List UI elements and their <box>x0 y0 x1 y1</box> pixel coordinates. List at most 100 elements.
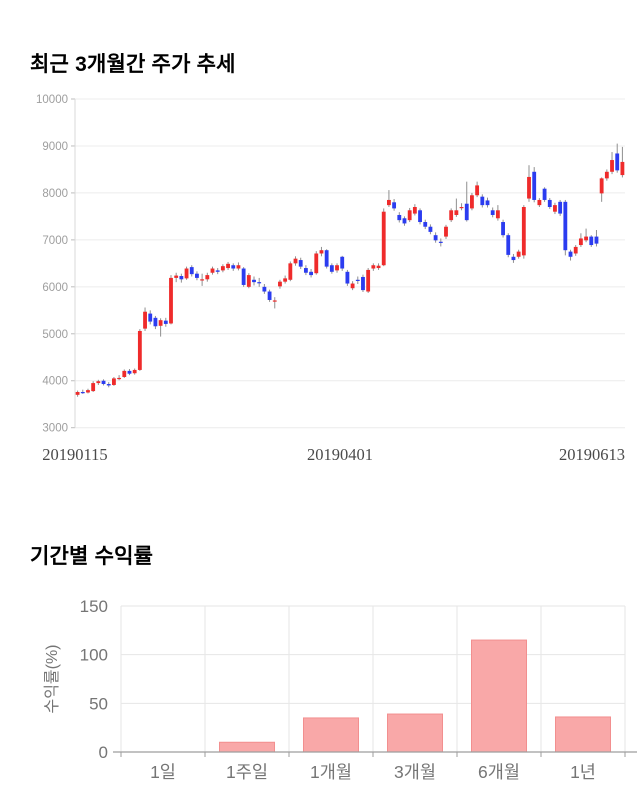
candle-body <box>506 235 511 255</box>
y-tick-label: 4000 <box>42 376 68 388</box>
candle-body <box>553 205 557 212</box>
candle <box>111 376 116 386</box>
candle-body <box>169 277 173 324</box>
candle-body <box>573 246 578 254</box>
x-category-label: 6개월 <box>478 762 520 782</box>
candle <box>475 181 480 198</box>
candle <box>594 230 599 247</box>
candle <box>132 368 137 375</box>
candle-body <box>532 171 537 200</box>
candle-body <box>620 161 625 176</box>
candle <box>547 198 552 209</box>
candle-body <box>215 270 220 272</box>
return-bar <box>555 716 611 753</box>
candle-body <box>428 226 433 232</box>
candle-body <box>246 275 251 287</box>
candle <box>345 269 350 286</box>
candle <box>423 219 428 230</box>
candle <box>91 381 96 393</box>
candle <box>444 224 448 239</box>
candle <box>480 194 485 208</box>
candle <box>335 263 339 273</box>
candle <box>558 199 563 216</box>
y-axis-title: 수익률(%) <box>43 644 61 713</box>
candle-body <box>547 199 552 208</box>
candle-body <box>205 275 210 280</box>
candle-body <box>475 185 480 196</box>
candle <box>215 268 220 275</box>
candle <box>96 379 101 385</box>
candle <box>371 263 376 271</box>
candle-body <box>568 251 573 257</box>
candle <box>200 273 205 286</box>
candle-body <box>174 275 179 278</box>
y-tick-label: 100 <box>80 646 108 665</box>
candle <box>589 235 594 247</box>
candle <box>355 276 360 285</box>
candle <box>412 204 417 216</box>
candle-body <box>376 265 381 269</box>
x-category-label: 3개월 <box>394 762 436 782</box>
candle <box>340 255 345 271</box>
candle <box>553 202 557 215</box>
candle <box>527 165 531 202</box>
x-tick-label: 20190115 <box>42 445 107 464</box>
candle-body <box>599 178 604 194</box>
candle-body <box>381 211 386 266</box>
candle <box>174 272 179 283</box>
y-tick-label: 0 <box>99 743 108 762</box>
candle <box>537 198 542 208</box>
candle <box>137 329 142 371</box>
candle-body <box>485 200 490 206</box>
candle <box>485 197 490 208</box>
candle <box>303 265 308 276</box>
candle-body <box>278 281 282 287</box>
candle-body <box>423 222 428 227</box>
candle <box>532 167 537 203</box>
y-tick-label: 3000 <box>42 423 68 435</box>
candle-body <box>298 260 303 267</box>
candle-body <box>210 268 215 273</box>
candle-body <box>335 265 339 271</box>
candle-body <box>594 236 599 244</box>
candle <box>620 146 625 178</box>
candle-body <box>236 265 241 269</box>
candle-body <box>501 222 505 236</box>
candle <box>490 207 495 218</box>
candle-body <box>527 176 531 199</box>
candle <box>80 389 85 394</box>
candle <box>246 273 251 289</box>
candle <box>236 262 241 271</box>
candle <box>210 266 215 275</box>
candle-body <box>303 268 308 273</box>
candle-body <box>137 330 142 370</box>
candle-body <box>511 256 516 261</box>
candle <box>464 181 469 222</box>
candle-body <box>195 273 199 278</box>
candle <box>329 263 334 274</box>
candle <box>283 275 288 284</box>
candle <box>521 205 526 259</box>
candle <box>470 192 474 211</box>
candle-body <box>355 279 360 281</box>
candle-body <box>319 250 324 254</box>
candle <box>516 249 521 259</box>
candle-body <box>340 256 345 269</box>
candle-body <box>272 300 277 302</box>
candle <box>454 198 459 217</box>
candle-body <box>490 210 495 215</box>
candle <box>392 199 397 211</box>
candle-body <box>267 291 272 300</box>
returns-chart-title: 기간별 수익률 <box>30 545 154 569</box>
candle <box>433 232 438 243</box>
y-tick-label: 150 <box>80 597 108 616</box>
candle <box>350 281 355 291</box>
candle <box>506 233 511 258</box>
candle-body <box>122 370 127 377</box>
candle <box>226 261 230 270</box>
candle-body <box>444 226 448 237</box>
candle-body <box>153 317 158 327</box>
candle-body <box>584 236 589 241</box>
candle-body <box>329 265 334 272</box>
candle-body <box>350 283 355 289</box>
